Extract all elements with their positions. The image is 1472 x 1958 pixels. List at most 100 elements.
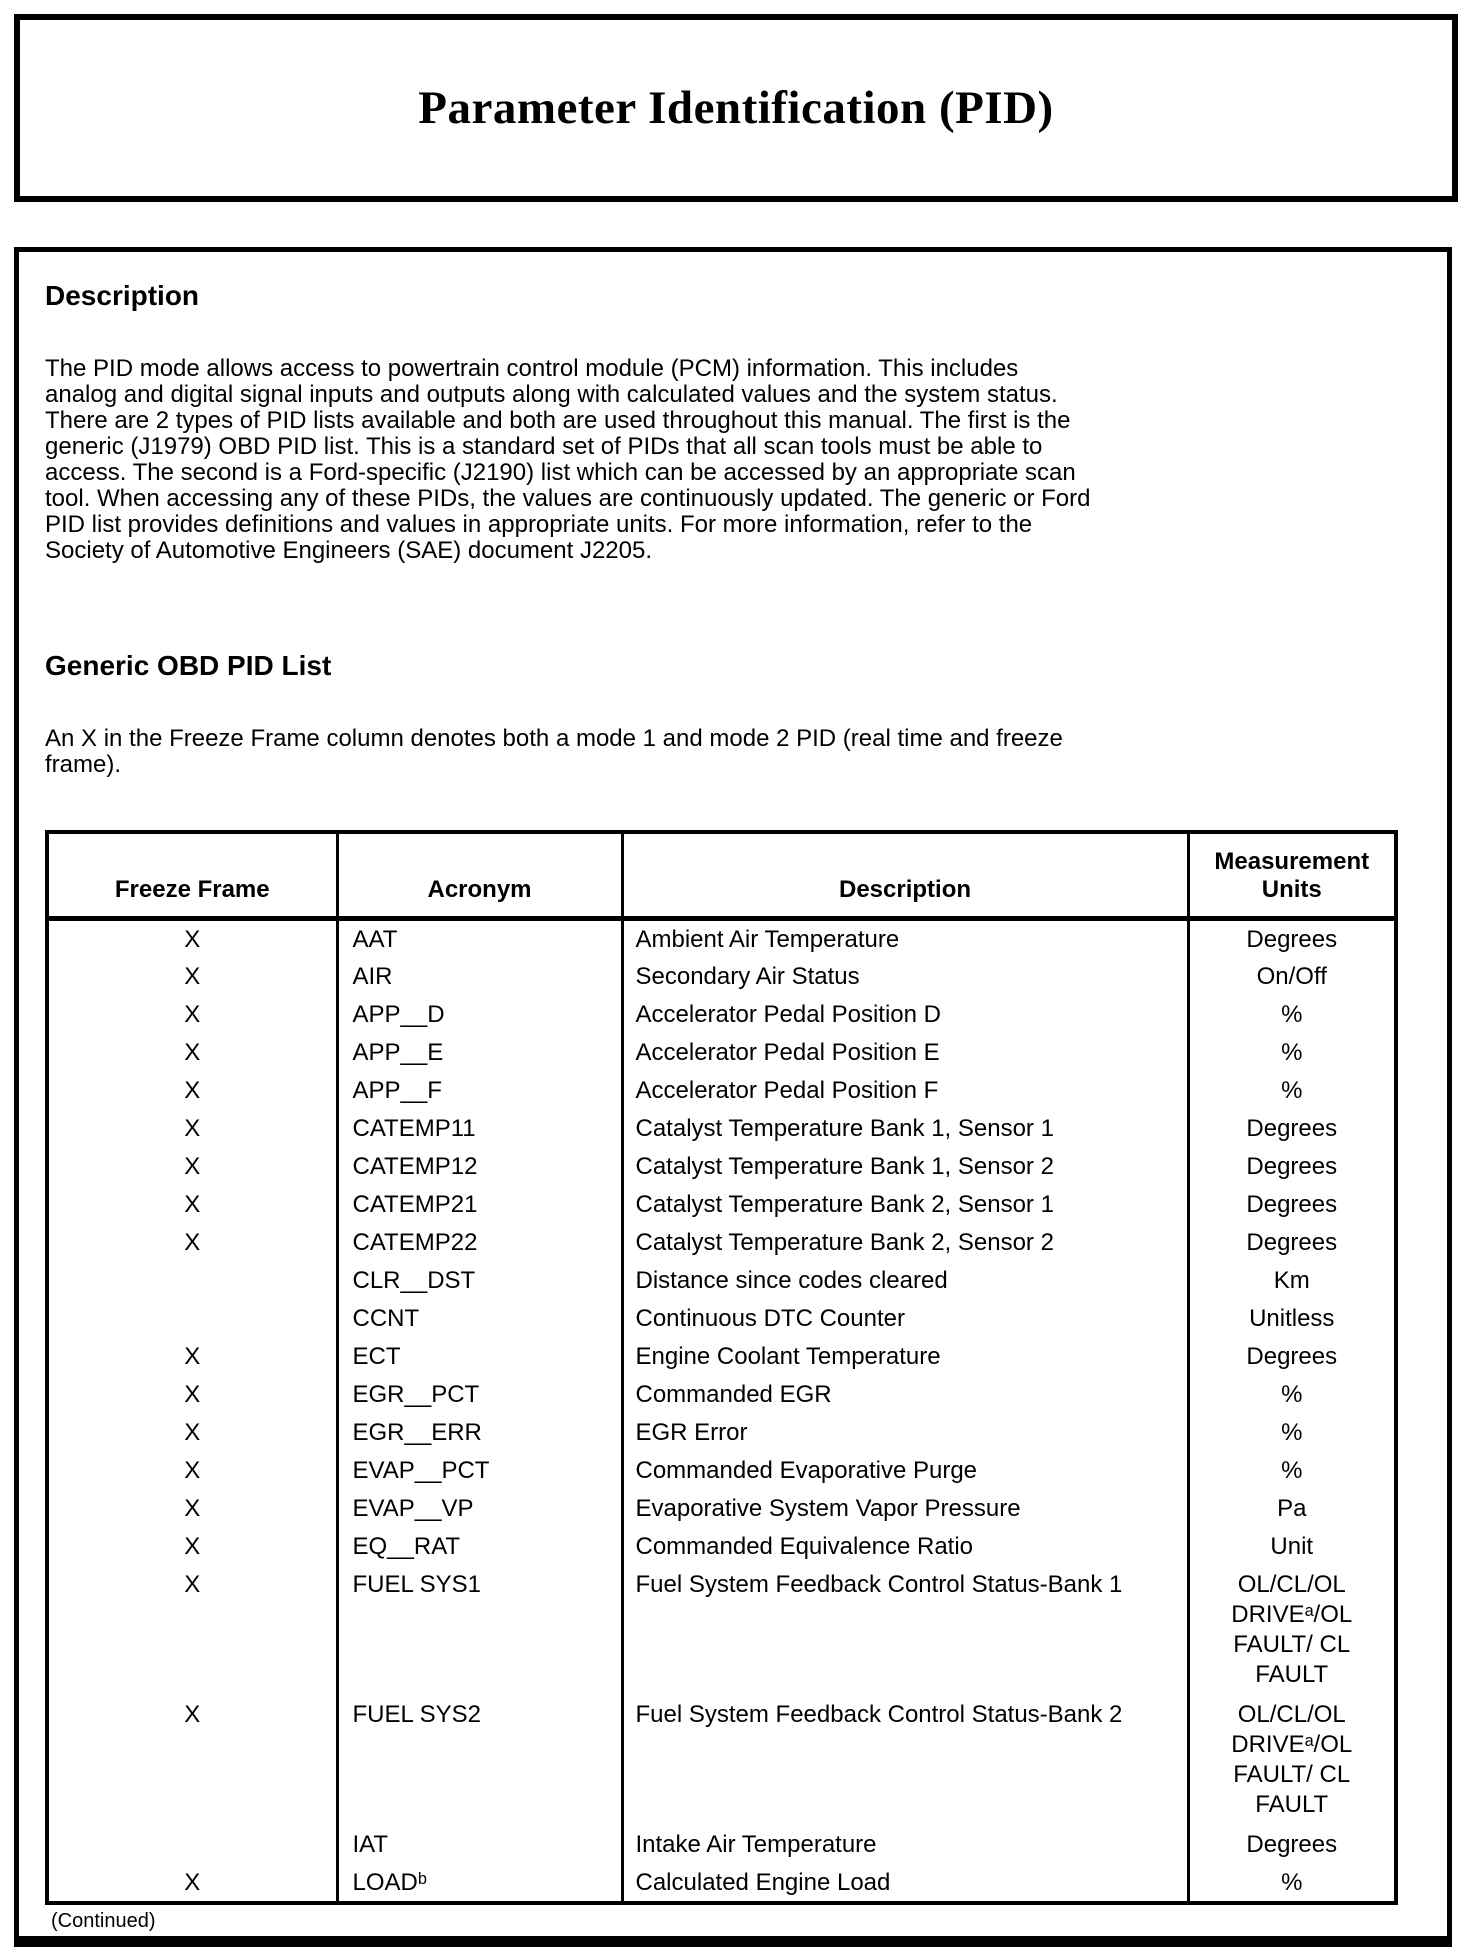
acronym-cell: ECT [335, 1337, 624, 1376]
freeze-frame-cell [45, 1299, 339, 1338]
description-cell: Commanded EGR [620, 1375, 1190, 1414]
freeze-frame-cell: X [45, 1185, 339, 1224]
acronym-cell: APP__D [335, 995, 624, 1034]
description-cell: Evaporative System Vapor Pressure [620, 1489, 1190, 1528]
description-cell: Calculated Engine Load [620, 1863, 1190, 1903]
acronym-cell: EVAP__VP [335, 1489, 624, 1528]
table-row: IAT Intake Air Temperature Degrees [45, 1825, 1398, 1864]
acronym-cell: EVAP__PCT [335, 1451, 624, 1490]
units-cell: OL/CL/OL DRIVEᵃ/OL FAULT/ CL FAULT [1186, 1695, 1398, 1826]
units-cell: % [1186, 1033, 1398, 1072]
table-row: X APP__D Accelerator Pedal Position D % [45, 995, 1398, 1034]
freeze-frame-cell: X [45, 1863, 339, 1903]
col-header-freeze-frame: Freeze Frame [45, 830, 339, 921]
table-row: X EQ__RAT Commanded Equivalence Ratio Un… [45, 1527, 1398, 1566]
description-cell: Commanded Evaporative Purge [620, 1451, 1190, 1490]
acronym-cell: IAT [335, 1825, 624, 1864]
freeze-frame-cell [45, 1261, 339, 1300]
units-cell: Degrees [1186, 1185, 1398, 1224]
table-row: X CATEMP12 Catalyst Temperature Bank 1, … [45, 1147, 1398, 1186]
col-header-measurement-units: Measurement Units [1186, 830, 1398, 921]
table-row: X AAT Ambient Air Temperature Degrees [45, 918, 1398, 958]
description-cell: Commanded Equivalence Ratio [620, 1527, 1190, 1566]
freeze-frame-cell: X [45, 1413, 339, 1452]
description-cell: Engine Coolant Temperature [620, 1337, 1190, 1376]
table-row: X AIR Secondary Air Status On/Off [45, 957, 1398, 996]
table-row: X ECT Engine Coolant Temperature Degrees [45, 1337, 1398, 1376]
description-paragraph: The PID mode allows access to powertrain… [45, 355, 1091, 564]
acronym-cell: CLR__DST [335, 1261, 624, 1300]
table-row: X CATEMP21 Catalyst Temperature Bank 2, … [45, 1185, 1398, 1224]
units-cell: Degrees [1186, 1147, 1398, 1186]
description-cell: Catalyst Temperature Bank 2, Sensor 1 [620, 1185, 1190, 1224]
freeze-frame-cell [45, 1825, 339, 1864]
table-row: X EVAP__PCT Commanded Evaporative Purge … [45, 1451, 1398, 1490]
description-cell: Fuel System Feedback Control Status-Bank… [620, 1695, 1190, 1826]
generic-obd-pid-list-heading: Generic OBD PID List [45, 650, 332, 681]
description-cell: Catalyst Temperature Bank 2, Sensor 2 [620, 1223, 1190, 1262]
acronym-cell: EGR__ERR [335, 1413, 624, 1452]
description-heading: Description [45, 280, 200, 311]
description-cell: Secondary Air Status [620, 957, 1190, 996]
description-cell: Accelerator Pedal Position F [620, 1071, 1190, 1110]
freeze-frame-cell: X [45, 1033, 339, 1072]
acronym-cell: EQ__RAT [335, 1527, 624, 1566]
description-cell: Accelerator Pedal Position E [620, 1033, 1190, 1072]
description-cell: Catalyst Temperature Bank 1, Sensor 1 [620, 1109, 1190, 1148]
freeze-frame-cell: X [45, 995, 339, 1034]
col-header-description: Description [620, 830, 1190, 921]
table-row: X EGR__PCT Commanded EGR % [45, 1375, 1398, 1414]
freeze-frame-cell: X [45, 1223, 339, 1262]
pid-table-body: X AAT Ambient Air Temperature Degrees X … [45, 918, 1398, 1903]
units-cell: Degrees [1186, 1337, 1398, 1376]
continued-label: (Continued) [51, 1909, 156, 1932]
table-row: X FUEL SYS1 Fuel System Feedback Control… [45, 1565, 1398, 1696]
pid-table-header: Freeze Frame Acronym Description Measure… [45, 830, 1398, 921]
units-cell: Km [1186, 1261, 1398, 1300]
acronym-cell: FUEL SYS1 [335, 1565, 624, 1696]
acronym-cell: EGR__PCT [335, 1375, 624, 1414]
acronym-cell: LOADᵇ [335, 1863, 624, 1903]
description-cell: Accelerator Pedal Position D [620, 995, 1190, 1034]
units-cell: Degrees [1186, 1223, 1398, 1262]
units-cell: % [1186, 1451, 1398, 1490]
acronym-cell: APP__E [335, 1033, 624, 1072]
freeze-frame-note: An X in the Freeze Frame column denotes … [45, 725, 1063, 778]
freeze-frame-cell: X [45, 1147, 339, 1186]
freeze-frame-cell: X [45, 1337, 339, 1376]
description-cell: Fuel System Feedback Control Status-Bank… [620, 1565, 1190, 1696]
units-cell: Degrees [1186, 1825, 1398, 1864]
table-row: CCNT Continuous DTC Counter Unitless [45, 1299, 1398, 1338]
units-cell: % [1186, 995, 1398, 1034]
description-cell: EGR Error [620, 1413, 1190, 1452]
table-row: X APP__F Accelerator Pedal Position F % [45, 1071, 1398, 1110]
pid-table: Freeze Frame Acronym Description Measure… [45, 830, 1398, 1905]
units-cell: % [1186, 1071, 1398, 1110]
units-cell: % [1186, 1863, 1398, 1903]
header-row: Freeze Frame Acronym Description Measure… [45, 830, 1398, 921]
units-cell: Degrees [1186, 918, 1398, 958]
acronym-cell: CATEMP21 [335, 1185, 624, 1224]
units-cell: Degrees [1186, 1109, 1398, 1148]
col-header-acronym: Acronym [335, 830, 624, 921]
table-row: X CATEMP11 Catalyst Temperature Bank 1, … [45, 1109, 1398, 1148]
table-row: CLR__DST Distance since codes cleared Km [45, 1261, 1398, 1300]
freeze-frame-cell: X [45, 1527, 339, 1566]
freeze-frame-cell: X [45, 1565, 339, 1696]
acronym-cell: FUEL SYS2 [335, 1695, 624, 1826]
table-row: X APP__E Accelerator Pedal Position E % [45, 1033, 1398, 1072]
page-title: Parameter Identification (PID) [418, 82, 1054, 134]
acronym-cell: APP__F [335, 1071, 624, 1110]
table-row: X FUEL SYS2 Fuel System Feedback Control… [45, 1695, 1398, 1826]
description-cell: Distance since codes cleared [620, 1261, 1190, 1300]
units-cell: On/Off [1186, 957, 1398, 996]
units-cell: OL/CL/OL DRIVEᵃ/OL FAULT/ CL FAULT [1186, 1565, 1398, 1696]
units-cell: % [1186, 1375, 1398, 1414]
description-cell: Ambient Air Temperature [620, 918, 1190, 958]
table-row: X CATEMP22 Catalyst Temperature Bank 2, … [45, 1223, 1398, 1262]
page-title-box: Parameter Identification (PID) [14, 14, 1458, 202]
units-cell: Unitless [1186, 1299, 1398, 1338]
content-box: Description The PID mode allows access t… [14, 247, 1452, 1947]
units-cell: Pa [1186, 1489, 1398, 1528]
